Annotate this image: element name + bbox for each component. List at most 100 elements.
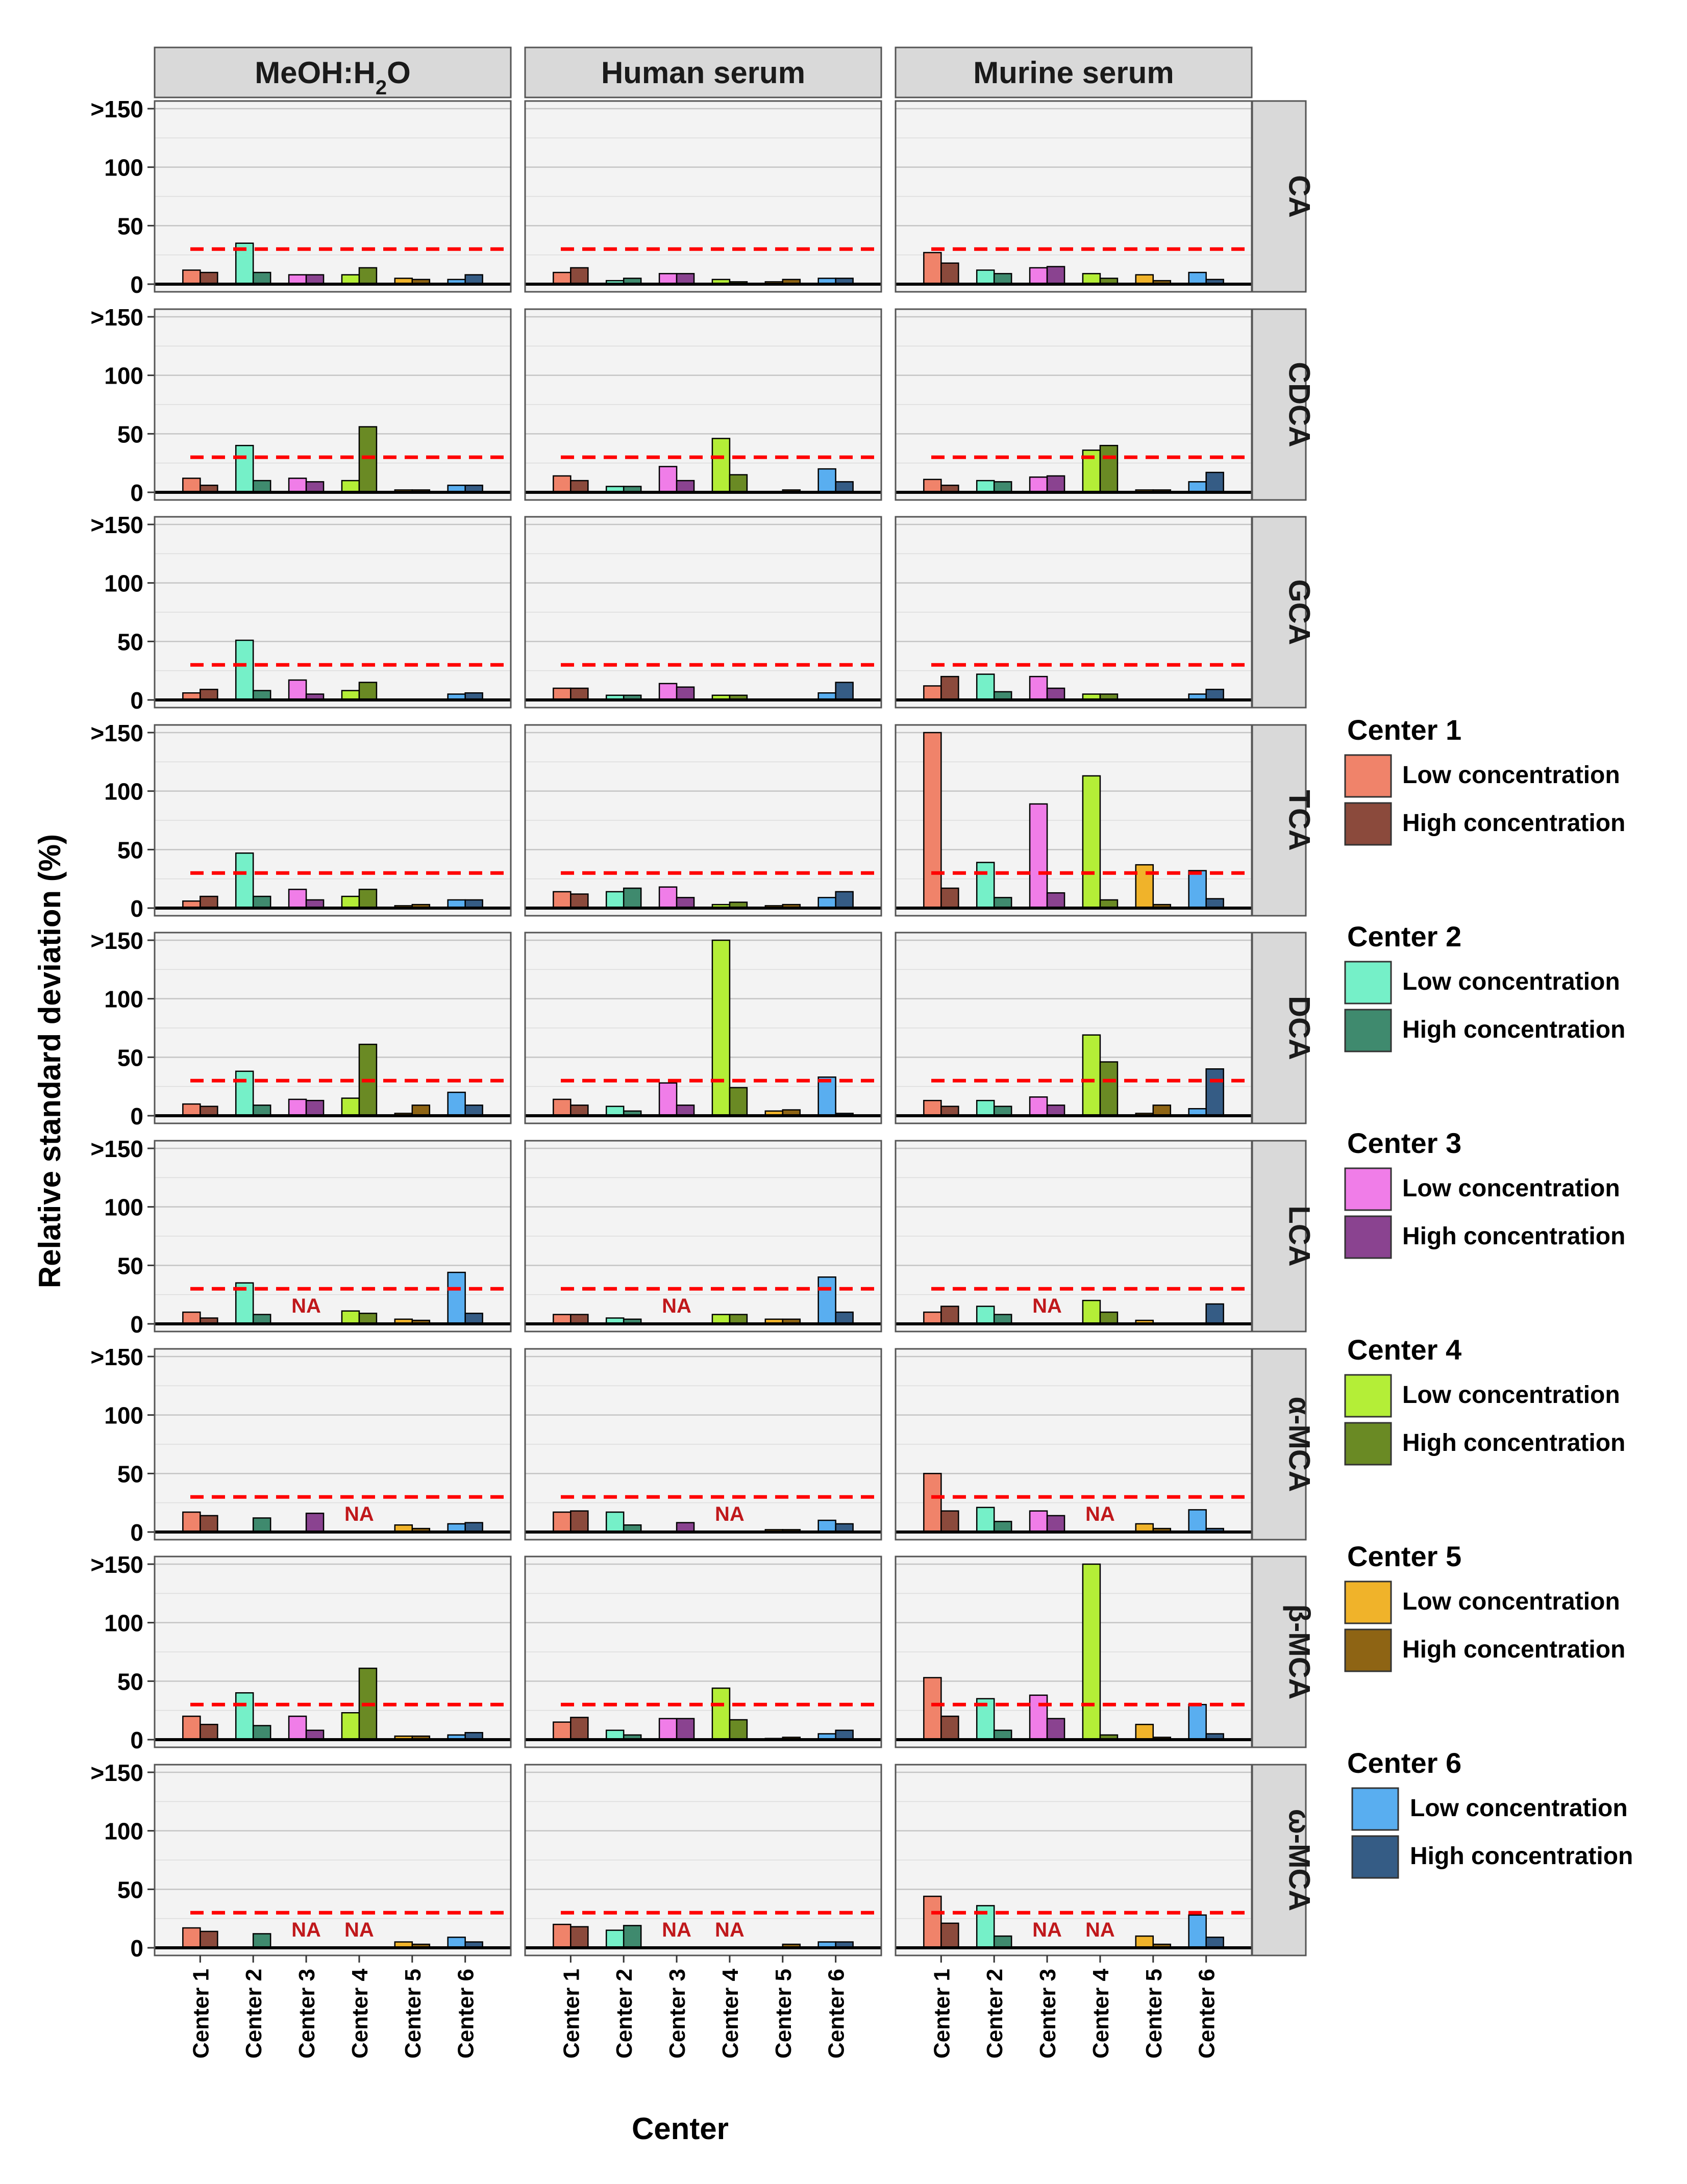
bar-low-3 — [288, 679, 307, 701]
bar-high-2 — [252, 271, 271, 285]
facet-panel: NA — [524, 1348, 882, 1541]
bar-low-1 — [923, 1311, 942, 1325]
row-strip-box — [1251, 100, 1307, 293]
bar-high-6 — [835, 682, 854, 701]
legend-label-high: High concentration — [1410, 1843, 1633, 1870]
panel-border — [895, 1140, 1253, 1333]
bar-high-4 — [358, 682, 378, 701]
legend-group-center-6: Center 6 Low concentration High concentrat… — [1347, 1747, 1633, 1879]
x-tick-label: Center 4 — [718, 1968, 743, 2059]
bar-high-1 — [200, 1930, 218, 1949]
bar-high-4 — [358, 889, 378, 909]
panel-border — [524, 724, 882, 917]
bar-low-6 — [817, 468, 836, 493]
bar-high-1 — [570, 1104, 589, 1117]
legend-title: Center 5 — [1347, 1540, 1461, 1572]
bar-low-5 — [1135, 1723, 1154, 1741]
bar-low-3 — [1029, 803, 1048, 909]
panel-border — [154, 932, 512, 1124]
y-tick-label: >150 — [90, 1344, 143, 1370]
facet-panel — [895, 308, 1253, 501]
bar-high-4 — [1099, 1061, 1119, 1117]
bar-low-1 — [182, 1927, 201, 1949]
bar-high-5 — [1152, 1104, 1172, 1117]
legend-label-low: Low concentration — [1402, 968, 1620, 995]
bar-high-2 — [993, 1521, 1012, 1533]
panel-border — [154, 308, 512, 501]
bar-low-6 — [447, 1091, 466, 1117]
legend-swatch-low — [1344, 961, 1392, 1005]
y-tick-label: 50 — [117, 1461, 143, 1487]
x-tick-label: Center 1 — [188, 1969, 213, 2059]
bar-low-6 — [1188, 481, 1207, 493]
column-strip: Human serum — [524, 46, 882, 98]
y-tick-label: 0 — [130, 1727, 143, 1753]
row-strip-box — [1251, 932, 1307, 1124]
x-tick-label: Center 5 — [1142, 1969, 1167, 2059]
row-strip-box — [1251, 308, 1307, 501]
bar-low-3 — [658, 1718, 678, 1741]
legend-label-low: Low concentration — [1410, 1795, 1628, 1822]
bar-low-4 — [1082, 1563, 1101, 1741]
row-strip-label: α-MCA — [1283, 1396, 1316, 1492]
x-tick-label: Center 2 — [612, 1969, 637, 2059]
bar-low-6 — [817, 1076, 836, 1117]
bar-low-3 — [1029, 1096, 1048, 1117]
bar-low-1 — [182, 1311, 201, 1325]
bar-high-3 — [1046, 475, 1065, 493]
bar-high-2 — [623, 1925, 642, 1949]
y-tick-label: 100 — [104, 1402, 143, 1429]
legend-swatch-low — [1344, 1374, 1392, 1418]
facet-panel — [524, 932, 882, 1124]
bar-low-4 — [1082, 1034, 1101, 1117]
bar-low-3 — [658, 466, 678, 493]
panel-border — [524, 1140, 882, 1333]
bar-high-4 — [358, 426, 378, 493]
bar-low-2 — [235, 852, 254, 909]
x-tick-label: Center 1 — [559, 1969, 584, 2059]
y-tick-label: 100 — [104, 570, 143, 597]
bar-low-6 — [447, 1937, 466, 1949]
row-strip-box — [1251, 1348, 1307, 1541]
bar-low-1 — [182, 1511, 201, 1533]
bar-high-2 — [993, 273, 1012, 285]
row-strip: GCA — [1251, 516, 1316, 709]
facet-panel: NA — [895, 1348, 1253, 1541]
bar-low-3 — [658, 886, 678, 909]
bar-low-3 — [1029, 1694, 1048, 1741]
row-strip-box — [1251, 1555, 1307, 1748]
y-tick-label: >150 — [90, 1136, 143, 1162]
y-tick-label: 100 — [104, 779, 143, 805]
bar-high-1 — [940, 887, 959, 909]
row-strip: TCA — [1251, 724, 1316, 917]
bar-high-1 — [940, 262, 959, 285]
bar-high-1 — [200, 271, 218, 285]
bar-low-1 — [182, 269, 201, 285]
y-tick-label: 50 — [117, 1252, 143, 1279]
x-tick-label: Center 6 — [824, 1969, 849, 2059]
panel-border — [154, 1555, 512, 1748]
column-strip-label: Murine serum — [973, 56, 1174, 90]
bar-high-3 — [1046, 1718, 1065, 1741]
legend-label-high: High concentration — [1402, 1636, 1625, 1663]
y-tick-label: 50 — [117, 837, 143, 863]
y-tick-label: 50 — [117, 213, 143, 239]
row-strip-label: β-MCA — [1283, 1604, 1316, 1700]
bar-high-6 — [1205, 1303, 1224, 1325]
bar-low-3 — [1029, 675, 1048, 701]
row-strip: ω-MCA — [1251, 1764, 1316, 1956]
y-tick-label: 0 — [130, 895, 143, 922]
y-tick-label: 100 — [104, 1194, 143, 1221]
bar-high-6 — [835, 891, 854, 909]
row-strip-label: CDCA — [1283, 362, 1316, 447]
bar-low-6 — [817, 1519, 836, 1533]
facet-panel: NA — [524, 1140, 882, 1333]
legend-title: Center 3 — [1347, 1127, 1461, 1159]
legend-group-center-2: Center 2 Low concentration High concentrat… — [1344, 920, 1625, 1052]
bar-low-4 — [341, 1712, 360, 1741]
panel-border — [895, 724, 1253, 917]
bar-high-3 — [1046, 266, 1065, 285]
y-tick-label: >150 — [90, 720, 143, 746]
y-tick-label: 0 — [130, 1935, 143, 1962]
bar-high-4 — [358, 267, 378, 285]
